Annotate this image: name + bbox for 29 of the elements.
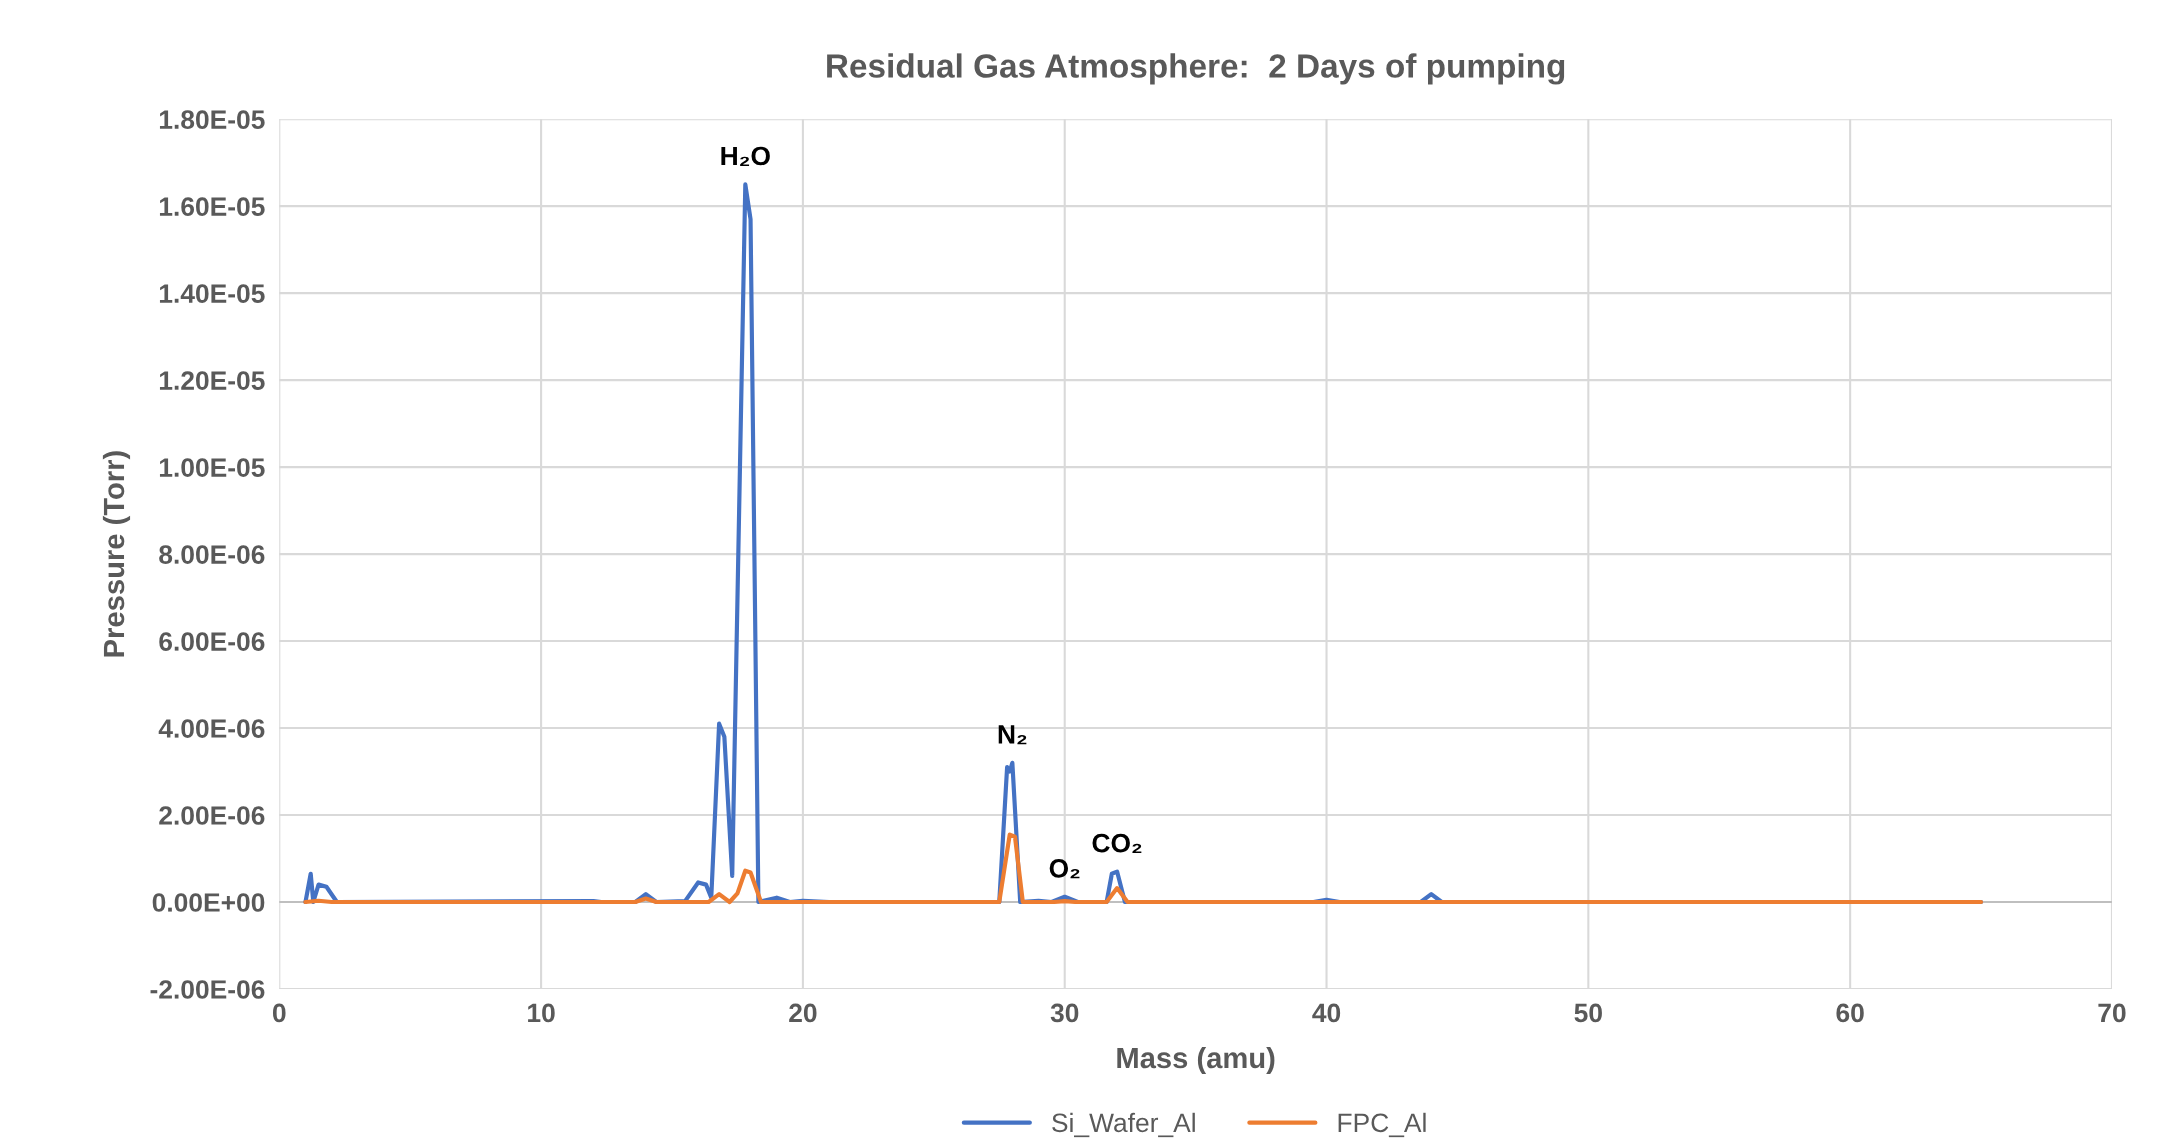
x-tick-label: 60 [1836,1003,1864,1023]
x-tick-label: 70 [2098,1003,2126,1023]
x-tick-label: 10 [528,1003,555,1023]
y-tick-label: 8.00E-06 [159,545,265,564]
y-tick-label: 2.00E-06 [159,806,265,825]
legend-label: FPC_Al [1338,1112,1426,1138]
y-tick-label: 0.00E+00 [152,893,265,912]
y-tick-label: 1.60E-05 [159,197,265,216]
line-series [303,832,1984,905]
annotation: N₂ [998,725,1027,745]
chart-title: Residual Gas Atmosphere: 2 Days of pumping [827,53,1565,85]
y-tick-label: 1.20E-05 [159,371,265,390]
y-axis-title: Pressure (Torr) [102,451,131,657]
y-tick-label: 1.00E-05 [159,458,265,477]
x-tick-label: 40 [1312,1003,1341,1023]
x-axis-title: Mass (amu) [1117,1046,1275,1075]
legend-label: Si_Wafer_Al [1052,1112,1195,1138]
y-tick-label: 1.80E-05 [159,110,265,130]
y-tick-label: -2.00E-06 [150,980,265,999]
x-tick-label: 30 [1050,1003,1079,1023]
x-tick-label: 50 [1574,1003,1602,1023]
annotation: CO₂ [1092,833,1142,854]
x-tick-label: 0 [272,1003,286,1023]
x-tick-label: 20 [789,1003,817,1023]
y-tick-label: 4.00E-06 [158,719,265,738]
y-tick-label: 1.40E-05 [159,284,265,303]
annotation: O₂ [1049,859,1080,879]
y-tick-label: 6.00E-06 [159,632,265,651]
annotation: H₂O [721,146,770,166]
